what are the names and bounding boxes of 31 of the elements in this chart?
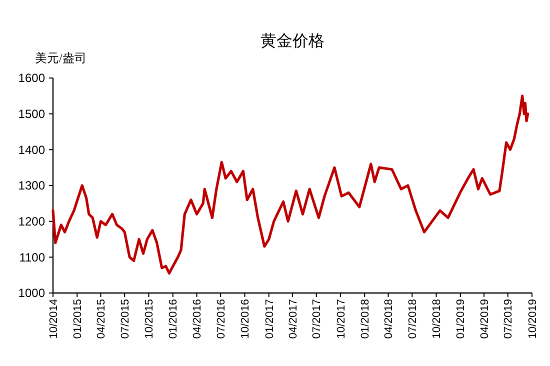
x-tick-label: 04/2016: [192, 299, 204, 339]
x-tick-label: 04/2018: [383, 299, 396, 339]
x-tick-label: 10/2017: [335, 299, 348, 339]
line-series: [52, 94, 530, 275]
x-tick-label: 01/2019: [455, 299, 468, 339]
y-tick-label: 1400: [18, 142, 46, 157]
y-axis-title: 美元/盎司: [35, 51, 86, 65]
x-tick-label: 07/2015: [119, 299, 132, 339]
x-tick-label: 01/2016: [168, 299, 180, 339]
x-tick-label: 07/2017: [311, 299, 324, 339]
x-tick-label: 07/2019: [502, 299, 515, 339]
x-tick-label: 01/2018: [359, 299, 372, 339]
x-tick-label: 10/2015: [144, 299, 156, 339]
y-tick-label: 1500: [18, 107, 46, 122]
x-tick-label: 04/2019: [478, 299, 491, 339]
x-tick-label: 07/2016: [215, 299, 228, 339]
x-tick-label: 10/2016: [240, 299, 252, 339]
x-tick-label: 07/2018: [406, 299, 419, 339]
x-tick-label: 10/2018: [431, 299, 444, 339]
y-tick-label: 1000: [18, 286, 46, 300]
x-tick-label: 01/2015: [72, 299, 84, 339]
y-tick-label: 1100: [19, 250, 46, 264]
x-tick-label: 10/2019: [526, 299, 539, 339]
chart-title: 黄金价格: [260, 32, 324, 50]
y-tick-label: 1600: [18, 71, 46, 86]
x-tick-label: 04/2015: [96, 299, 108, 339]
x-tick-label: 10/2014: [48, 299, 60, 339]
y-tick-label: 1200: [18, 214, 46, 229]
x-tick-label: 04/2017: [287, 299, 300, 339]
y-tick-label: 1300: [18, 178, 46, 193]
x-tick-label: 01/2017: [264, 299, 276, 339]
